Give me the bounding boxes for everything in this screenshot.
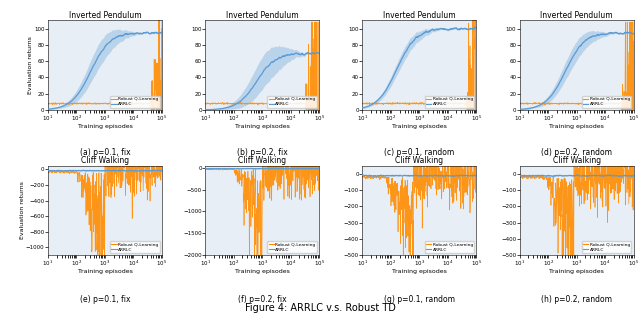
Y-axis label: Evaluation returns: Evaluation returns <box>19 181 24 239</box>
X-axis label: Training episodes: Training episodes <box>549 124 604 129</box>
Text: (c) p=0.1, random: (c) p=0.1, random <box>384 148 454 157</box>
Text: (f) p=0.2, fix: (f) p=0.2, fix <box>238 295 287 305</box>
Text: (e) p=0.1, fix: (e) p=0.1, fix <box>80 295 130 305</box>
Legend: Robust Q-Learning, ARRLC: Robust Q-Learning, ARRLC <box>110 241 160 253</box>
Title: Cliff Walking: Cliff Walking <box>81 157 129 165</box>
Text: (d) p=0.2, random: (d) p=0.2, random <box>541 148 612 157</box>
X-axis label: Training episodes: Training episodes <box>235 124 290 129</box>
Legend: Robust Q-Learning, ARRLC: Robust Q-Learning, ARRLC <box>424 241 474 253</box>
Title: Cliff Walking: Cliff Walking <box>396 157 444 165</box>
Text: (h) p=0.2, random: (h) p=0.2, random <box>541 295 612 305</box>
Legend: Robust Q-Learning, ARRLC: Robust Q-Learning, ARRLC <box>582 96 632 108</box>
X-axis label: Training episodes: Training episodes <box>235 269 290 274</box>
X-axis label: Training episodes: Training episodes <box>392 269 447 274</box>
Legend: Robust Q-Learning, ARRLC: Robust Q-Learning, ARRLC <box>582 241 632 253</box>
X-axis label: Training episodes: Training episodes <box>77 124 132 129</box>
Text: Figure 4: ARRLC v.s. Robust TD: Figure 4: ARRLC v.s. Robust TD <box>244 303 396 313</box>
X-axis label: Training episodes: Training episodes <box>392 124 447 129</box>
Y-axis label: Evaluation returns: Evaluation returns <box>28 36 33 94</box>
Text: (g) p=0.1, random: (g) p=0.1, random <box>384 295 455 305</box>
X-axis label: Training episodes: Training episodes <box>549 269 604 274</box>
Legend: Robust Q-Learning, ARRLC: Robust Q-Learning, ARRLC <box>268 241 317 253</box>
Title: Cliff Walking: Cliff Walking <box>552 157 601 165</box>
Legend: Robust Q-Learning, ARRLC: Robust Q-Learning, ARRLC <box>110 96 160 108</box>
Title: Inverted Pendulum: Inverted Pendulum <box>226 11 298 20</box>
Title: Inverted Pendulum: Inverted Pendulum <box>68 11 141 20</box>
Title: Cliff Walking: Cliff Walking <box>238 157 286 165</box>
Title: Inverted Pendulum: Inverted Pendulum <box>540 11 613 20</box>
X-axis label: Training episodes: Training episodes <box>77 269 132 274</box>
Legend: Robust Q-Learning, ARRLC: Robust Q-Learning, ARRLC <box>268 96 317 108</box>
Legend: Robust Q-Learning, ARRLC: Robust Q-Learning, ARRLC <box>424 96 474 108</box>
Text: (b) p=0.2, fix: (b) p=0.2, fix <box>237 148 287 157</box>
Text: (a) p=0.1, fix: (a) p=0.1, fix <box>79 148 131 157</box>
Title: Inverted Pendulum: Inverted Pendulum <box>383 11 456 20</box>
